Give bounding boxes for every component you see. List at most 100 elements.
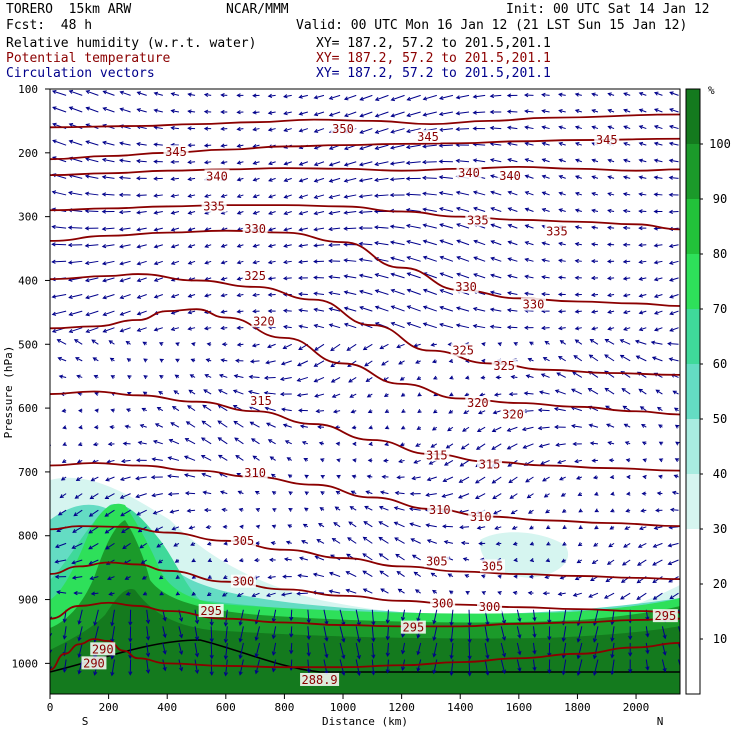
- vector-arrow: [591, 326, 599, 331]
- vector-arrow: [524, 141, 534, 146]
- vector-arrow: [399, 376, 405, 381]
- vector-arrow: [604, 354, 615, 362]
- vector-arrow: [396, 343, 405, 349]
- colorbar-segment: [686, 144, 700, 199]
- vector-arrow: [330, 360, 341, 368]
- vector-arrow: [268, 161, 276, 166]
- vector-arrow: [413, 459, 421, 464]
- vector-arrow: [389, 224, 405, 229]
- vector-arrow: [405, 176, 421, 181]
- vector-arrow: [607, 158, 615, 163]
- vector-arrow: [298, 227, 308, 232]
- vector-arrow: [119, 107, 131, 113]
- vector-arrow: [390, 128, 405, 134]
- vector-arrow: [170, 210, 180, 215]
- theta-contour-350: [50, 113, 680, 129]
- vector-arrow: [639, 406, 647, 412]
- vector-arrow: [512, 541, 518, 546]
- vector-arrow: [438, 143, 453, 148]
- svg-text:340: 340: [499, 169, 521, 183]
- vector-arrow: [145, 626, 151, 641]
- vector-arrow: [541, 325, 550, 331]
- vector-arrow: [500, 659, 507, 675]
- vector-arrow: [576, 626, 583, 643]
- vector-arrow: [348, 377, 357, 383]
- vector-arrow: [661, 626, 667, 640]
- vector-arrow: [136, 141, 147, 147]
- vector-arrow: [67, 225, 83, 230]
- vector-arrow: [343, 226, 357, 231]
- vector-arrow: [318, 441, 325, 446]
- vector-arrow: [405, 223, 421, 229]
- vector-arrow: [516, 626, 522, 639]
- vector-arrow: [107, 441, 115, 447]
- vector-arrow: [591, 208, 599, 213]
- vector-arrow: [558, 208, 566, 213]
- vector-arrow: [378, 521, 389, 528]
- vector-arrow: [139, 542, 147, 549]
- vector-arrow: [638, 108, 647, 113]
- vector-arrow: [313, 377, 325, 383]
- x-tick-label: 400: [157, 701, 177, 714]
- vector-arrow: [516, 609, 522, 623]
- vector-arrow: [330, 343, 341, 352]
- svg-text:295: 295: [200, 604, 222, 618]
- vector-arrow: [313, 323, 325, 329]
- theta-contour-310: [50, 462, 680, 528]
- vector-arrow: [252, 93, 260, 98]
- vector-arrow: [102, 107, 115, 113]
- vector-arrow: [462, 557, 470, 562]
- vector-arrow: [524, 207, 534, 213]
- vector-arrow: [557, 326, 566, 331]
- vector-arrow: [78, 408, 83, 413]
- vector-arrow: [252, 455, 260, 461]
- vector-arrow: [104, 493, 115, 500]
- vector-arrow: [464, 392, 470, 397]
- vector-arrow: [406, 305, 421, 312]
- vector-arrow: [524, 241, 534, 246]
- vector-arrow: [558, 191, 566, 196]
- vector-arrow: [555, 442, 566, 447]
- vector-arrow: [50, 477, 51, 480]
- vector-arrow: [170, 227, 180, 232]
- vector-arrow: [313, 360, 325, 367]
- vector-arrow: [236, 126, 244, 132]
- vector-arrow: [623, 542, 631, 548]
- vector-arrow: [110, 375, 115, 379]
- vector-arrow: [313, 275, 325, 280]
- vector-arrow: [238, 642, 244, 660]
- vector-arrow: [101, 157, 115, 163]
- vector-arrow: [313, 307, 325, 312]
- vector-arrow: [438, 175, 453, 180]
- vector-arrow: [497, 591, 502, 596]
- vector-arrow: [541, 275, 550, 280]
- vector-arrow: [93, 609, 99, 627]
- vector-arrow: [591, 158, 599, 163]
- vector-arrow: [58, 374, 67, 379]
- vector-arrow: [455, 94, 470, 100]
- vector-arrow: [252, 309, 260, 314]
- vector-arrow: [268, 557, 276, 563]
- vector-arrow: [204, 293, 212, 298]
- vector-arrow: [661, 659, 667, 673]
- vector-arrow: [490, 240, 502, 246]
- vector-arrow: [50, 111, 51, 112]
- vector-arrow: [351, 474, 357, 479]
- vector-arrow: [233, 420, 244, 428]
- vector-arrow: [359, 94, 373, 101]
- vector-arrow: [283, 259, 292, 265]
- vector-arrow: [678, 659, 680, 673]
- vector-arrow: [203, 326, 212, 331]
- vector-arrow: [339, 642, 346, 660]
- vector-arrow: [239, 524, 244, 529]
- vector-arrow: [638, 175, 647, 180]
- vector-arrow: [574, 292, 582, 297]
- theta-label: 325: [242, 268, 268, 283]
- vector-arrow: [522, 443, 534, 449]
- vector-arrow: [238, 558, 244, 563]
- vector-arrow: [438, 159, 453, 164]
- vector-arrow: [136, 327, 147, 332]
- vector-arrow: [669, 592, 679, 600]
- vector-arrow: [51, 294, 67, 299]
- vector-arrow: [653, 294, 663, 299]
